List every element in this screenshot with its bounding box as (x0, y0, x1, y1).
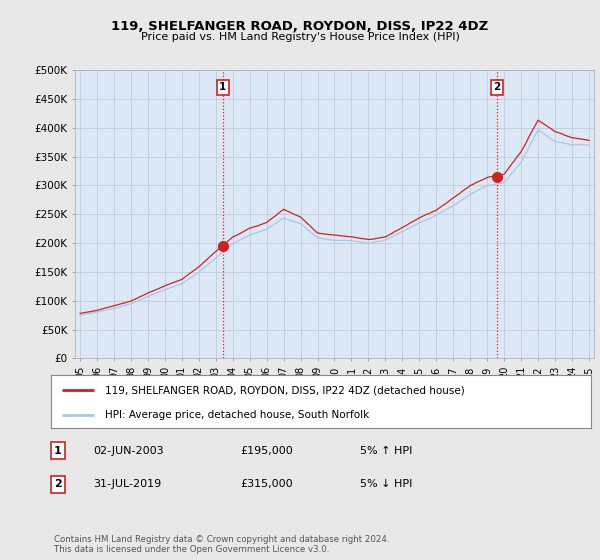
Text: Contains HM Land Registry data © Crown copyright and database right 2024.
This d: Contains HM Land Registry data © Crown c… (54, 535, 389, 554)
Text: £315,000: £315,000 (240, 479, 293, 489)
Text: 02-JUN-2003: 02-JUN-2003 (93, 446, 164, 456)
Text: 5% ↑ HPI: 5% ↑ HPI (360, 446, 412, 456)
Text: 5% ↓ HPI: 5% ↓ HPI (360, 479, 412, 489)
Text: £195,000: £195,000 (240, 446, 293, 456)
Text: 1: 1 (219, 82, 227, 92)
Text: 31-JUL-2019: 31-JUL-2019 (93, 479, 161, 489)
Text: 1: 1 (54, 446, 62, 456)
Text: Price paid vs. HM Land Registry's House Price Index (HPI): Price paid vs. HM Land Registry's House … (140, 32, 460, 43)
Text: HPI: Average price, detached house, South Norfolk: HPI: Average price, detached house, Sout… (105, 410, 369, 420)
Text: 119, SHELFANGER ROAD, ROYDON, DISS, IP22 4DZ: 119, SHELFANGER ROAD, ROYDON, DISS, IP22… (112, 20, 488, 32)
Text: 119, SHELFANGER ROAD, ROYDON, DISS, IP22 4DZ (detached house): 119, SHELFANGER ROAD, ROYDON, DISS, IP22… (105, 385, 465, 395)
Text: 2: 2 (54, 479, 62, 489)
Text: 2: 2 (493, 82, 500, 92)
